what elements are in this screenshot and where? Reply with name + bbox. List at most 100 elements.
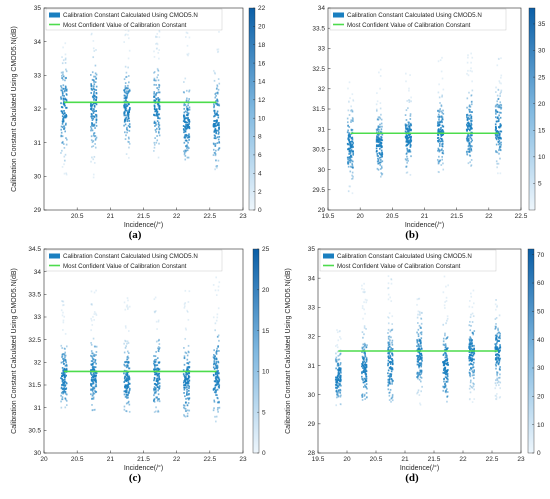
scatter-point xyxy=(153,376,156,379)
scatter-point xyxy=(153,95,156,97)
scatter-point xyxy=(469,381,472,384)
scatter-point xyxy=(408,139,411,142)
scatter-point xyxy=(363,348,366,351)
scatter-point xyxy=(125,107,127,110)
scatter-point xyxy=(364,366,366,368)
scatter-point xyxy=(216,114,219,116)
scatter-point xyxy=(446,396,448,398)
scatter-point xyxy=(437,121,439,124)
scatter-point xyxy=(420,341,422,344)
scatter-point xyxy=(126,365,129,368)
scatter-point xyxy=(361,393,364,396)
scatter-point xyxy=(390,361,393,364)
scatter-point xyxy=(498,142,501,145)
scatter-point xyxy=(154,358,156,361)
scatter-point xyxy=(419,364,422,367)
scatter-point xyxy=(441,148,443,151)
scatter-point xyxy=(377,139,379,141)
scatter-point xyxy=(364,290,366,293)
scatter-point xyxy=(62,46,64,49)
chart-panel-3: 20 20.5 21 21.5 22 22.5 233030.53131.53232.533… xyxy=(11,246,270,484)
scatter-point xyxy=(496,371,498,374)
scatter-point xyxy=(188,409,191,412)
scatter-point xyxy=(124,346,127,349)
scatter-point xyxy=(379,159,382,161)
scatter-point xyxy=(155,350,157,353)
scatter-column xyxy=(153,26,161,159)
scatter-point xyxy=(65,76,67,79)
scatter-point xyxy=(405,109,408,112)
scatter-point xyxy=(90,319,93,322)
x-axis-label: Incidence(/°) xyxy=(405,221,444,229)
scatter-point xyxy=(217,360,219,363)
scatter-point xyxy=(441,143,443,146)
scatter-point xyxy=(419,355,422,358)
scatter-point xyxy=(377,116,380,119)
scatter-point xyxy=(184,289,187,292)
scatter-point xyxy=(470,149,473,152)
scatter-point xyxy=(215,119,218,122)
scatter-point xyxy=(63,386,66,389)
x-tick-label: 20 xyxy=(40,456,48,463)
scatter-point xyxy=(387,322,390,325)
scatter-point xyxy=(184,410,187,412)
scatter-point xyxy=(215,367,217,369)
scatter-point xyxy=(500,76,502,79)
scatter-point xyxy=(497,376,500,379)
scatter-point xyxy=(470,94,473,97)
scatter-point xyxy=(126,361,129,364)
scatter-point xyxy=(158,128,161,131)
scatter-point xyxy=(62,92,64,95)
scatter-point xyxy=(499,116,502,119)
scatter-point xyxy=(186,108,189,111)
scatter-point xyxy=(500,104,503,107)
scatter-point xyxy=(471,56,474,59)
scatter-point xyxy=(94,143,96,145)
colorbar-tick-label: 70 xyxy=(537,252,545,259)
scatter-point xyxy=(495,398,497,400)
scatter-point xyxy=(497,98,500,100)
scatter-point xyxy=(128,141,130,143)
scatter-point xyxy=(90,33,93,36)
scatter-point xyxy=(95,289,97,292)
scatter-point xyxy=(215,390,217,393)
scatter-point xyxy=(62,75,65,78)
scatter-point xyxy=(498,359,501,362)
scatter-point xyxy=(472,333,475,336)
scatter-point xyxy=(405,152,408,155)
scatter-point xyxy=(93,83,96,86)
colorbar-tick-label: 20 xyxy=(258,24,266,31)
scatter-point xyxy=(391,347,394,350)
scatter-point xyxy=(361,355,364,358)
scatter-point xyxy=(63,368,66,371)
scatter-point xyxy=(90,127,93,130)
scatter-point xyxy=(188,90,190,93)
colorbar-tick-label: 5 xyxy=(538,181,542,188)
scatter-point xyxy=(124,325,127,327)
scatter-point xyxy=(416,372,418,375)
scatter-point xyxy=(495,131,498,133)
scatter-point xyxy=(185,352,188,355)
scatter-point xyxy=(153,355,155,357)
scatter-point xyxy=(469,384,472,387)
scatter-point xyxy=(390,397,393,400)
scatter-point xyxy=(468,343,471,346)
scatter-point xyxy=(340,374,342,377)
scatter-point xyxy=(126,386,129,389)
scatter-point xyxy=(217,116,220,119)
scatter-point xyxy=(61,347,63,349)
scatter-point xyxy=(469,359,471,362)
scatter-point xyxy=(186,32,189,35)
scatter-point xyxy=(391,358,393,360)
scatter-point xyxy=(218,141,221,144)
scatter-point xyxy=(494,358,497,361)
scatter-point xyxy=(183,347,185,349)
scatter-point xyxy=(497,120,500,122)
scatter-point xyxy=(389,339,391,342)
scatter-point xyxy=(380,139,382,142)
scatter-point xyxy=(216,366,219,369)
scatter-point xyxy=(185,373,187,376)
scatter-point xyxy=(61,166,64,168)
scatter-point xyxy=(155,108,158,111)
scatter-point xyxy=(183,415,186,417)
